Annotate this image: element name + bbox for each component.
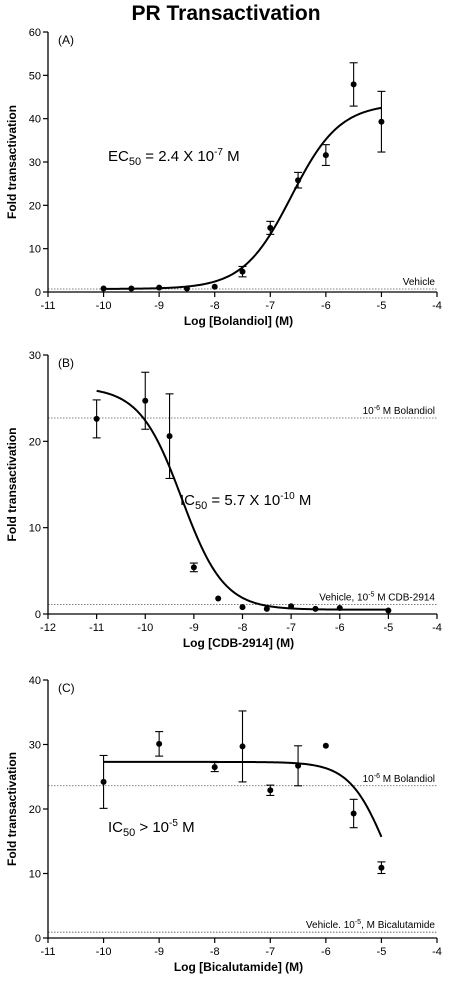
fit-curve <box>103 106 382 290</box>
y-tick-label: 60 <box>29 27 41 39</box>
data-point <box>215 595 222 602</box>
x-tick-label: -9 <box>154 946 164 958</box>
y-tick-label: 10 <box>29 869 41 881</box>
panel-label: (A) <box>58 33 74 47</box>
x-tick-label: -7 <box>265 946 275 958</box>
x-tick-label: -6 <box>335 622 345 634</box>
x-tick-label: -5 <box>377 946 387 958</box>
data-point <box>128 285 135 292</box>
x-tick-label: -11 <box>40 946 55 958</box>
data-point <box>239 743 246 750</box>
data-point <box>267 787 274 794</box>
potency-annotation: EC50 = 2.4 X 10-7 M <box>108 147 240 168</box>
y-tick-label: 30 <box>29 157 41 169</box>
reference-line-label: Vehicle. 10-5, M Bicalutamide <box>306 919 436 931</box>
y-tick-label: 50 <box>29 70 41 82</box>
panel-label: (C) <box>58 681 75 695</box>
data-point <box>295 177 302 184</box>
data-point <box>378 864 385 871</box>
x-tick-label: -8 <box>210 946 220 958</box>
y-tick-label: 30 <box>29 740 41 752</box>
data-point <box>183 285 190 292</box>
x-tick-label: -8 <box>238 622 248 634</box>
x-tick-label: -6 <box>321 946 331 958</box>
potency-annotation: IC50 > 10-5 M <box>108 818 195 839</box>
x-tick-label: -11 <box>89 622 104 634</box>
panel-label: (B) <box>58 356 74 370</box>
reference-line-label: Vehicle, 10-5 M CDB-2914 <box>319 592 435 604</box>
data-point <box>239 268 246 275</box>
reference-line-label: 10-6 M Bolandiol <box>363 773 435 785</box>
figure-title: PR Transactivation <box>131 2 321 25</box>
x-tick-label: -7 <box>265 300 275 312</box>
x-tick-label: -4 <box>432 622 442 634</box>
y-tick-label: 40 <box>29 114 41 126</box>
data-point <box>100 285 107 292</box>
x-tick-label: -9 <box>189 622 199 634</box>
data-point <box>190 564 197 571</box>
data-point <box>263 605 270 612</box>
x-tick-label: -7 <box>286 622 296 634</box>
data-point <box>156 284 163 291</box>
x-tick-label: -12 <box>40 622 56 634</box>
data-point <box>336 604 343 611</box>
data-point <box>312 605 319 612</box>
data-point <box>166 433 173 440</box>
chart-panel-2: 10-6 M Bolandiol Vehicle, 10-5 M CDB-2914… <box>5 350 442 650</box>
data-point <box>156 740 163 747</box>
y-tick-label: 10 <box>29 244 41 256</box>
data-point <box>350 810 357 817</box>
y-tick-label: 0 <box>35 287 41 299</box>
reference-line-label: 10-6 M Bolandiol <box>363 405 435 417</box>
data-point <box>322 152 329 159</box>
y-tick-label: 20 <box>29 804 41 816</box>
x-tick-label: -10 <box>96 300 112 312</box>
data-point <box>100 778 107 785</box>
data-point <box>350 81 357 88</box>
y-tick-label: 40 <box>29 675 41 687</box>
data-point <box>239 604 246 611</box>
data-point <box>142 397 149 404</box>
y-tick-label: 10 <box>29 523 41 535</box>
y-tick-label: 20 <box>29 436 41 448</box>
x-tick-label: -11 <box>40 300 55 312</box>
chart-panel-3: 10-6 M Bolandiol Vehicle. 10-5, M Bicalut… <box>5 675 442 974</box>
data-point <box>211 764 218 771</box>
data-point <box>211 283 218 290</box>
x-axis-label: Log [Bolandiol] (M) <box>184 314 293 328</box>
y-tick-label: 30 <box>29 350 41 362</box>
chart-panel-1: Vehicle 0 10 20 30 40 50 60 -11 -10 -9 -8 -7 -6 -5 -4 Lo… <box>5 27 442 328</box>
x-tick-label: -10 <box>96 946 112 958</box>
data-point <box>322 742 329 749</box>
x-tick-label: -6 <box>321 300 331 312</box>
x-tick-label: -8 <box>210 300 220 312</box>
x-tick-label: -10 <box>137 622 153 634</box>
data-point <box>288 603 295 610</box>
potency-annotation: IC50 = 5.7 X 10-10 M <box>180 491 311 512</box>
y-axis-label: Fold transactivation <box>5 105 19 219</box>
y-tick-label: 20 <box>29 200 41 212</box>
data-point <box>267 224 274 231</box>
x-tick-label: -4 <box>432 300 442 312</box>
data-point <box>378 118 385 125</box>
y-axis-label: Fold transactivation <box>5 752 19 866</box>
x-tick-label: -5 <box>383 622 393 634</box>
data-point <box>93 415 100 422</box>
y-tick-label: 0 <box>35 609 41 621</box>
x-tick-label: -5 <box>377 300 387 312</box>
x-tick-label: -4 <box>432 946 442 958</box>
x-axis-label: Log [Bicalutamide] (M) <box>174 960 303 974</box>
x-tick-label: -9 <box>154 300 164 312</box>
reference-line-label: Vehicle <box>403 277 436 288</box>
data-point <box>295 762 302 769</box>
data-point <box>385 607 392 614</box>
y-tick-label: 0 <box>35 933 41 945</box>
x-axis-label: Log [CDB-2914] (M) <box>183 636 294 650</box>
y-axis-label: Fold transactivation <box>5 427 19 541</box>
